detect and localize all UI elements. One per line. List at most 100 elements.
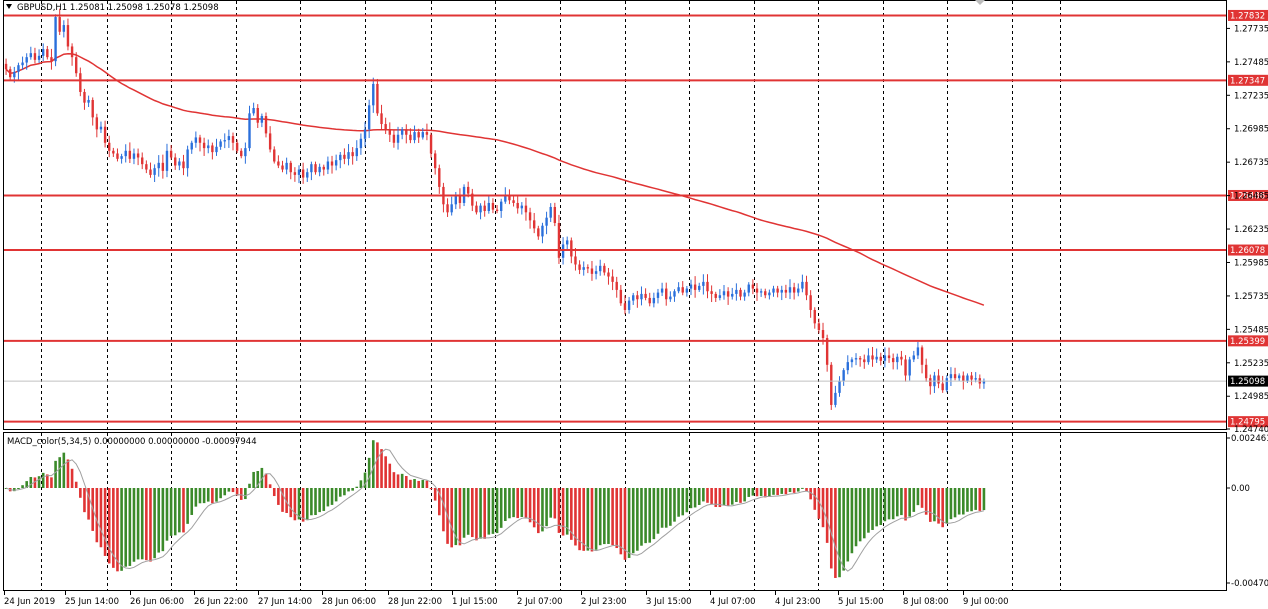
macd-bar bbox=[79, 488, 82, 498]
level-label-box bbox=[1228, 189, 1268, 201]
candle-body bbox=[293, 172, 297, 175]
candle-body bbox=[891, 358, 895, 363]
price-panel-frame bbox=[3, 0, 1227, 430]
candle-body bbox=[632, 295, 635, 301]
candle-body bbox=[768, 292, 771, 296]
candle-body bbox=[351, 152, 354, 157]
candle-body bbox=[640, 293, 643, 300]
candle-body bbox=[706, 281, 709, 292]
price-label: 1.25735 bbox=[1234, 292, 1268, 302]
candle-body bbox=[858, 358, 862, 360]
candle-body bbox=[669, 296, 672, 300]
macd-bar bbox=[17, 488, 20, 489]
macd-bar bbox=[384, 456, 387, 488]
macd-bar bbox=[598, 488, 602, 546]
macd-bar bbox=[594, 488, 598, 550]
candle-body bbox=[776, 288, 779, 293]
macd-bar bbox=[50, 477, 53, 488]
macd-bar bbox=[248, 483, 251, 488]
candle-body bbox=[211, 145, 214, 153]
macd-bar bbox=[846, 488, 850, 562]
macd-bar bbox=[751, 488, 755, 496]
candle-body bbox=[842, 370, 845, 381]
candle-body bbox=[46, 49, 49, 58]
macd-bar bbox=[537, 488, 540, 534]
candle-body bbox=[62, 25, 66, 32]
candle-body bbox=[149, 169, 152, 175]
macd-bar bbox=[454, 488, 458, 546]
candle-body bbox=[834, 392, 837, 405]
macd-bar bbox=[726, 488, 730, 506]
candle-body bbox=[780, 289, 783, 293]
macd-bar bbox=[974, 488, 977, 510]
candle-body bbox=[867, 355, 870, 363]
macd-bar bbox=[413, 479, 416, 488]
macd-panel-frame bbox=[3, 432, 1227, 591]
macd-bar bbox=[58, 457, 62, 488]
candle-body bbox=[817, 323, 821, 331]
collapse-arrow-icon[interactable] bbox=[6, 4, 12, 9]
candle-body bbox=[392, 134, 396, 143]
macd-bar bbox=[565, 488, 569, 535]
candle-body bbox=[194, 137, 198, 143]
current-price-label: 1.25098 bbox=[1230, 377, 1265, 387]
macd-bar bbox=[285, 488, 288, 513]
macd-bar bbox=[305, 488, 309, 521]
candle-body bbox=[599, 265, 602, 272]
candle-body bbox=[446, 204, 449, 213]
macd-bar bbox=[132, 488, 136, 562]
macd-bar bbox=[70, 468, 74, 488]
candle-body bbox=[318, 166, 321, 173]
candle-body bbox=[285, 162, 288, 170]
macd-bar bbox=[338, 488, 342, 497]
macd-bar bbox=[512, 488, 515, 518]
macd-bar bbox=[937, 488, 940, 524]
candle-body bbox=[454, 196, 458, 205]
macd-bar bbox=[29, 476, 33, 488]
candle-body bbox=[248, 113, 251, 149]
macd-bar bbox=[95, 488, 99, 543]
macd-bar bbox=[920, 488, 924, 508]
candle-body bbox=[190, 142, 193, 150]
candle-body bbox=[949, 374, 953, 379]
candle-body bbox=[652, 297, 656, 304]
macd-bar bbox=[945, 488, 949, 524]
candle-body bbox=[532, 220, 536, 229]
candle-body bbox=[887, 355, 891, 359]
candle-body bbox=[702, 281, 705, 286]
time-label: 26 Jun 22:00 bbox=[194, 597, 248, 607]
candle-body bbox=[54, 17, 57, 62]
candle-body bbox=[301, 169, 305, 178]
candle-body bbox=[475, 205, 478, 213]
candle-body bbox=[8, 69, 12, 78]
candle-body bbox=[244, 148, 247, 157]
macd-bar bbox=[433, 488, 437, 501]
price-axis: 1.27735 1.27485 1.27235 1.26985 1.26735 1.264… bbox=[1226, 24, 1268, 435]
candle-body bbox=[347, 152, 350, 159]
macd-bar bbox=[206, 488, 210, 502]
macd-bar bbox=[281, 488, 284, 512]
horizontal-levels[interactable]: 1.27832 1.27347 1.26486 1.26078 1.25399 1.247… bbox=[4, 9, 1268, 428]
macd-bar bbox=[644, 488, 647, 544]
macd-bar bbox=[858, 488, 862, 542]
candle-body bbox=[388, 129, 391, 135]
macd-bar bbox=[854, 488, 858, 547]
macd-bar bbox=[260, 467, 264, 488]
candle-body bbox=[281, 165, 284, 170]
price-label: 1.26485 bbox=[1234, 192, 1268, 202]
macd-bar bbox=[768, 488, 771, 497]
macd-bar bbox=[776, 488, 779, 496]
macd-bar bbox=[739, 488, 742, 503]
candle-body bbox=[883, 355, 887, 361]
macd-bar bbox=[520, 488, 524, 517]
macd-bar bbox=[702, 488, 705, 502]
candle-body bbox=[797, 288, 800, 293]
macd-bar bbox=[264, 473, 268, 488]
price-label: 1.26735 bbox=[1234, 158, 1268, 168]
candle-body bbox=[561, 244, 565, 258]
chart-shift-icon[interactable] bbox=[975, 0, 985, 5]
macd-bar bbox=[706, 488, 709, 503]
candle-body bbox=[875, 356, 878, 360]
macd-bar bbox=[891, 488, 895, 520]
